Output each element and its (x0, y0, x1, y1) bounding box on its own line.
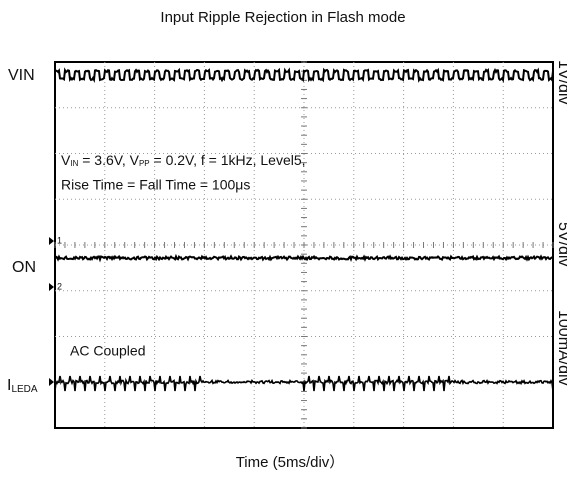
channel-arrow (49, 283, 54, 291)
channel-label: ILEDA (7, 377, 38, 394)
scope-screenshot: Input Ripple Rejection in Flash mode VIN… (0, 0, 567, 480)
channel-scale: 5V/div (555, 222, 567, 266)
channel-scale: 100mA/div (555, 310, 567, 386)
label-sub: LEDA (11, 384, 37, 395)
coupling-note: AC Coupled (70, 343, 146, 359)
annotation-part: = 3.6V, V (78, 152, 139, 168)
channel-arrow (49, 237, 54, 245)
annotation: Rise Time = Fall Time = 100μs (61, 177, 250, 193)
channel-marker: 4 (57, 376, 62, 386)
channel-label: VIN (8, 67, 35, 84)
channel-marker: 2 (57, 281, 62, 291)
channel-label: ON (12, 259, 36, 276)
chart-title: Input Ripple Rejection in Flash mode (160, 9, 405, 26)
annotation-sub: IN (70, 159, 78, 168)
annotation-sub: PP (139, 159, 150, 168)
channel-marker: 1 (57, 235, 62, 245)
annotation: VIN = 3.6V, VPP = 0.2V, f = 1kHz, Level5… (61, 152, 306, 168)
annotation-part: = 0.2V, f = 1kHz, Level5, (150, 152, 306, 168)
x-axis-label: Time (5ms/div） (236, 454, 345, 471)
channel-arrow (49, 378, 54, 386)
channel-scale: 1V/div (555, 60, 567, 104)
vin-trace (55, 70, 553, 80)
